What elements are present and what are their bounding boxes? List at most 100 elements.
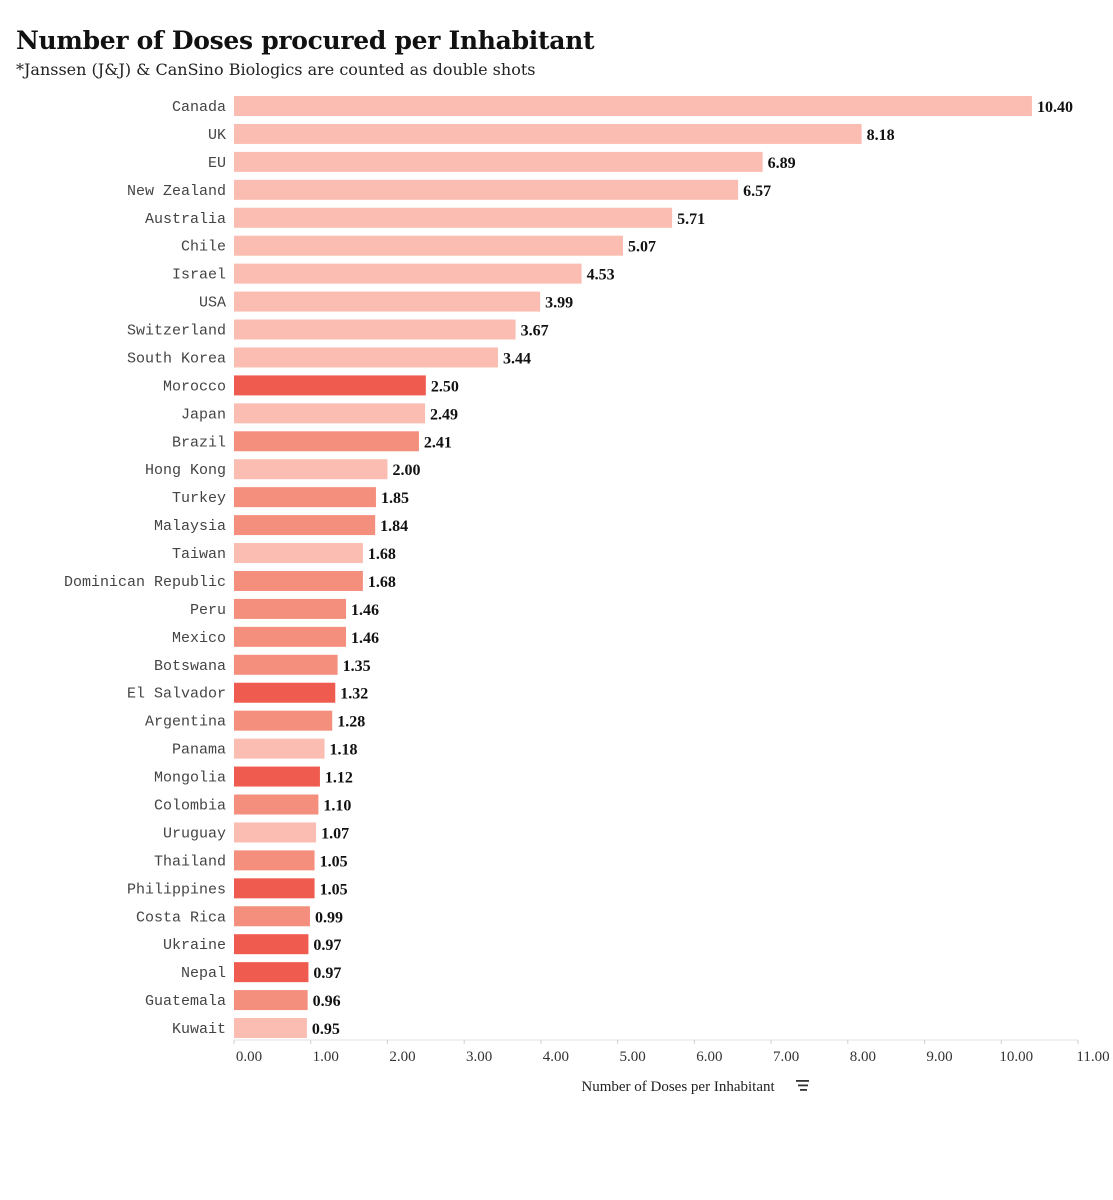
category-label: El Salvador (127, 686, 226, 703)
value-label: 2.00 (392, 462, 420, 479)
x-tick-label: 8.00 (850, 1049, 876, 1065)
category-label: Nepal (181, 965, 226, 982)
category-label: Colombia (154, 798, 226, 815)
sort-icon[interactable] (796, 1080, 809, 1091)
category-label: UK (208, 127, 226, 144)
sort-icon-bar (800, 1089, 807, 1091)
value-label: 0.96 (313, 993, 341, 1010)
value-label: 4.53 (587, 267, 615, 284)
category-label: Australia (145, 211, 226, 228)
category-label: Panama (172, 742, 226, 759)
bar (234, 96, 1032, 116)
sort-icon-bar (796, 1080, 809, 1082)
category-label: Guatemala (145, 993, 226, 1010)
bar (234, 123, 862, 144)
category-label: South Korea (127, 350, 226, 367)
x-tick-label: 1.00 (313, 1049, 339, 1065)
value-label: 8.18 (867, 127, 895, 144)
bar (234, 375, 426, 396)
x-tick-label: 10.00 (999, 1049, 1033, 1065)
category-label: Canada (172, 99, 226, 116)
bar (234, 431, 419, 452)
x-tick-label: 5.00 (620, 1049, 646, 1065)
bar (234, 962, 309, 983)
category-label: Morocco (163, 378, 226, 395)
category-label: Uruguay (163, 825, 226, 842)
category-label: Mexico (172, 630, 226, 647)
bar (234, 822, 317, 843)
bar (234, 347, 498, 368)
category-label: Mongolia (154, 770, 226, 787)
x-axis-title: Number of Doses per Inhabitant (581, 1079, 775, 1095)
category-label: EU (208, 155, 226, 172)
value-label: 2.49 (430, 406, 458, 423)
bar (234, 990, 308, 1011)
bar (234, 738, 325, 759)
value-label: 1.68 (368, 546, 396, 563)
bar (234, 179, 739, 200)
bar (234, 766, 320, 787)
value-label: 3.99 (545, 295, 573, 312)
value-label: 1.84 (380, 518, 408, 535)
bar (234, 906, 310, 927)
x-tick-label: 2.00 (389, 1049, 415, 1065)
value-label: 3.67 (521, 323, 549, 340)
category-label: USA (199, 295, 226, 312)
category-label: Philippines (127, 881, 226, 898)
category-label: Botswana (154, 658, 226, 675)
x-tick-label: 7.00 (773, 1049, 799, 1065)
category-label: Kuwait (172, 1021, 226, 1038)
x-tick-label: 0.00 (236, 1049, 262, 1065)
bar (234, 654, 338, 675)
category-label: Taiwan (172, 546, 226, 563)
category-label: Malaysia (154, 518, 226, 535)
x-tick-label: 6.00 (696, 1049, 722, 1065)
value-label: 5.07 (628, 239, 656, 256)
sort-icon-bar (798, 1084, 808, 1087)
bar (234, 487, 376, 508)
chart-title: Number of Doses procured per Inhabitant (16, 26, 595, 55)
value-label: 1.28 (337, 714, 365, 731)
value-label: 1.46 (351, 602, 379, 619)
bar (234, 598, 347, 619)
value-label: 0.97 (313, 937, 341, 954)
category-label: Thailand (154, 853, 226, 870)
bar (234, 794, 319, 815)
value-label: 0.99 (315, 909, 343, 926)
bar (234, 850, 315, 871)
value-label: 2.41 (424, 434, 452, 451)
category-label: Turkey (172, 490, 226, 507)
category-label: Peru (190, 602, 226, 619)
bar (234, 515, 376, 536)
bar (234, 319, 516, 340)
value-label: 1.35 (343, 658, 371, 675)
bar (234, 878, 315, 899)
value-label: 0.95 (312, 1021, 340, 1038)
x-tick-label: 9.00 (926, 1049, 952, 1065)
bar (234, 1018, 307, 1039)
bar (234, 291, 541, 312)
bar (234, 263, 582, 284)
chart-subtitle: *Janssen (J&J) & CanSino Biologics are c… (16, 60, 536, 79)
bar (234, 934, 309, 955)
value-label: 1.68 (368, 574, 396, 591)
category-label: Argentina (145, 714, 226, 731)
bar (234, 682, 336, 703)
value-label: 6.57 (743, 183, 771, 200)
value-label: 6.89 (768, 155, 796, 172)
value-label: 3.44 (503, 350, 531, 367)
value-label: 1.07 (321, 825, 349, 842)
bar (234, 151, 763, 172)
bar (234, 543, 363, 564)
bar (234, 626, 347, 647)
value-label: 10.40 (1037, 99, 1073, 116)
bar (234, 207, 673, 228)
value-label: 2.50 (431, 378, 459, 395)
x-tick-label: 4.00 (543, 1049, 569, 1065)
category-label: Dominican Republic (64, 574, 226, 591)
category-label: Israel (172, 267, 226, 284)
value-label: 1.10 (323, 798, 351, 815)
value-label: 1.05 (320, 881, 348, 898)
value-label: 1.46 (351, 630, 379, 647)
bar (234, 403, 426, 424)
